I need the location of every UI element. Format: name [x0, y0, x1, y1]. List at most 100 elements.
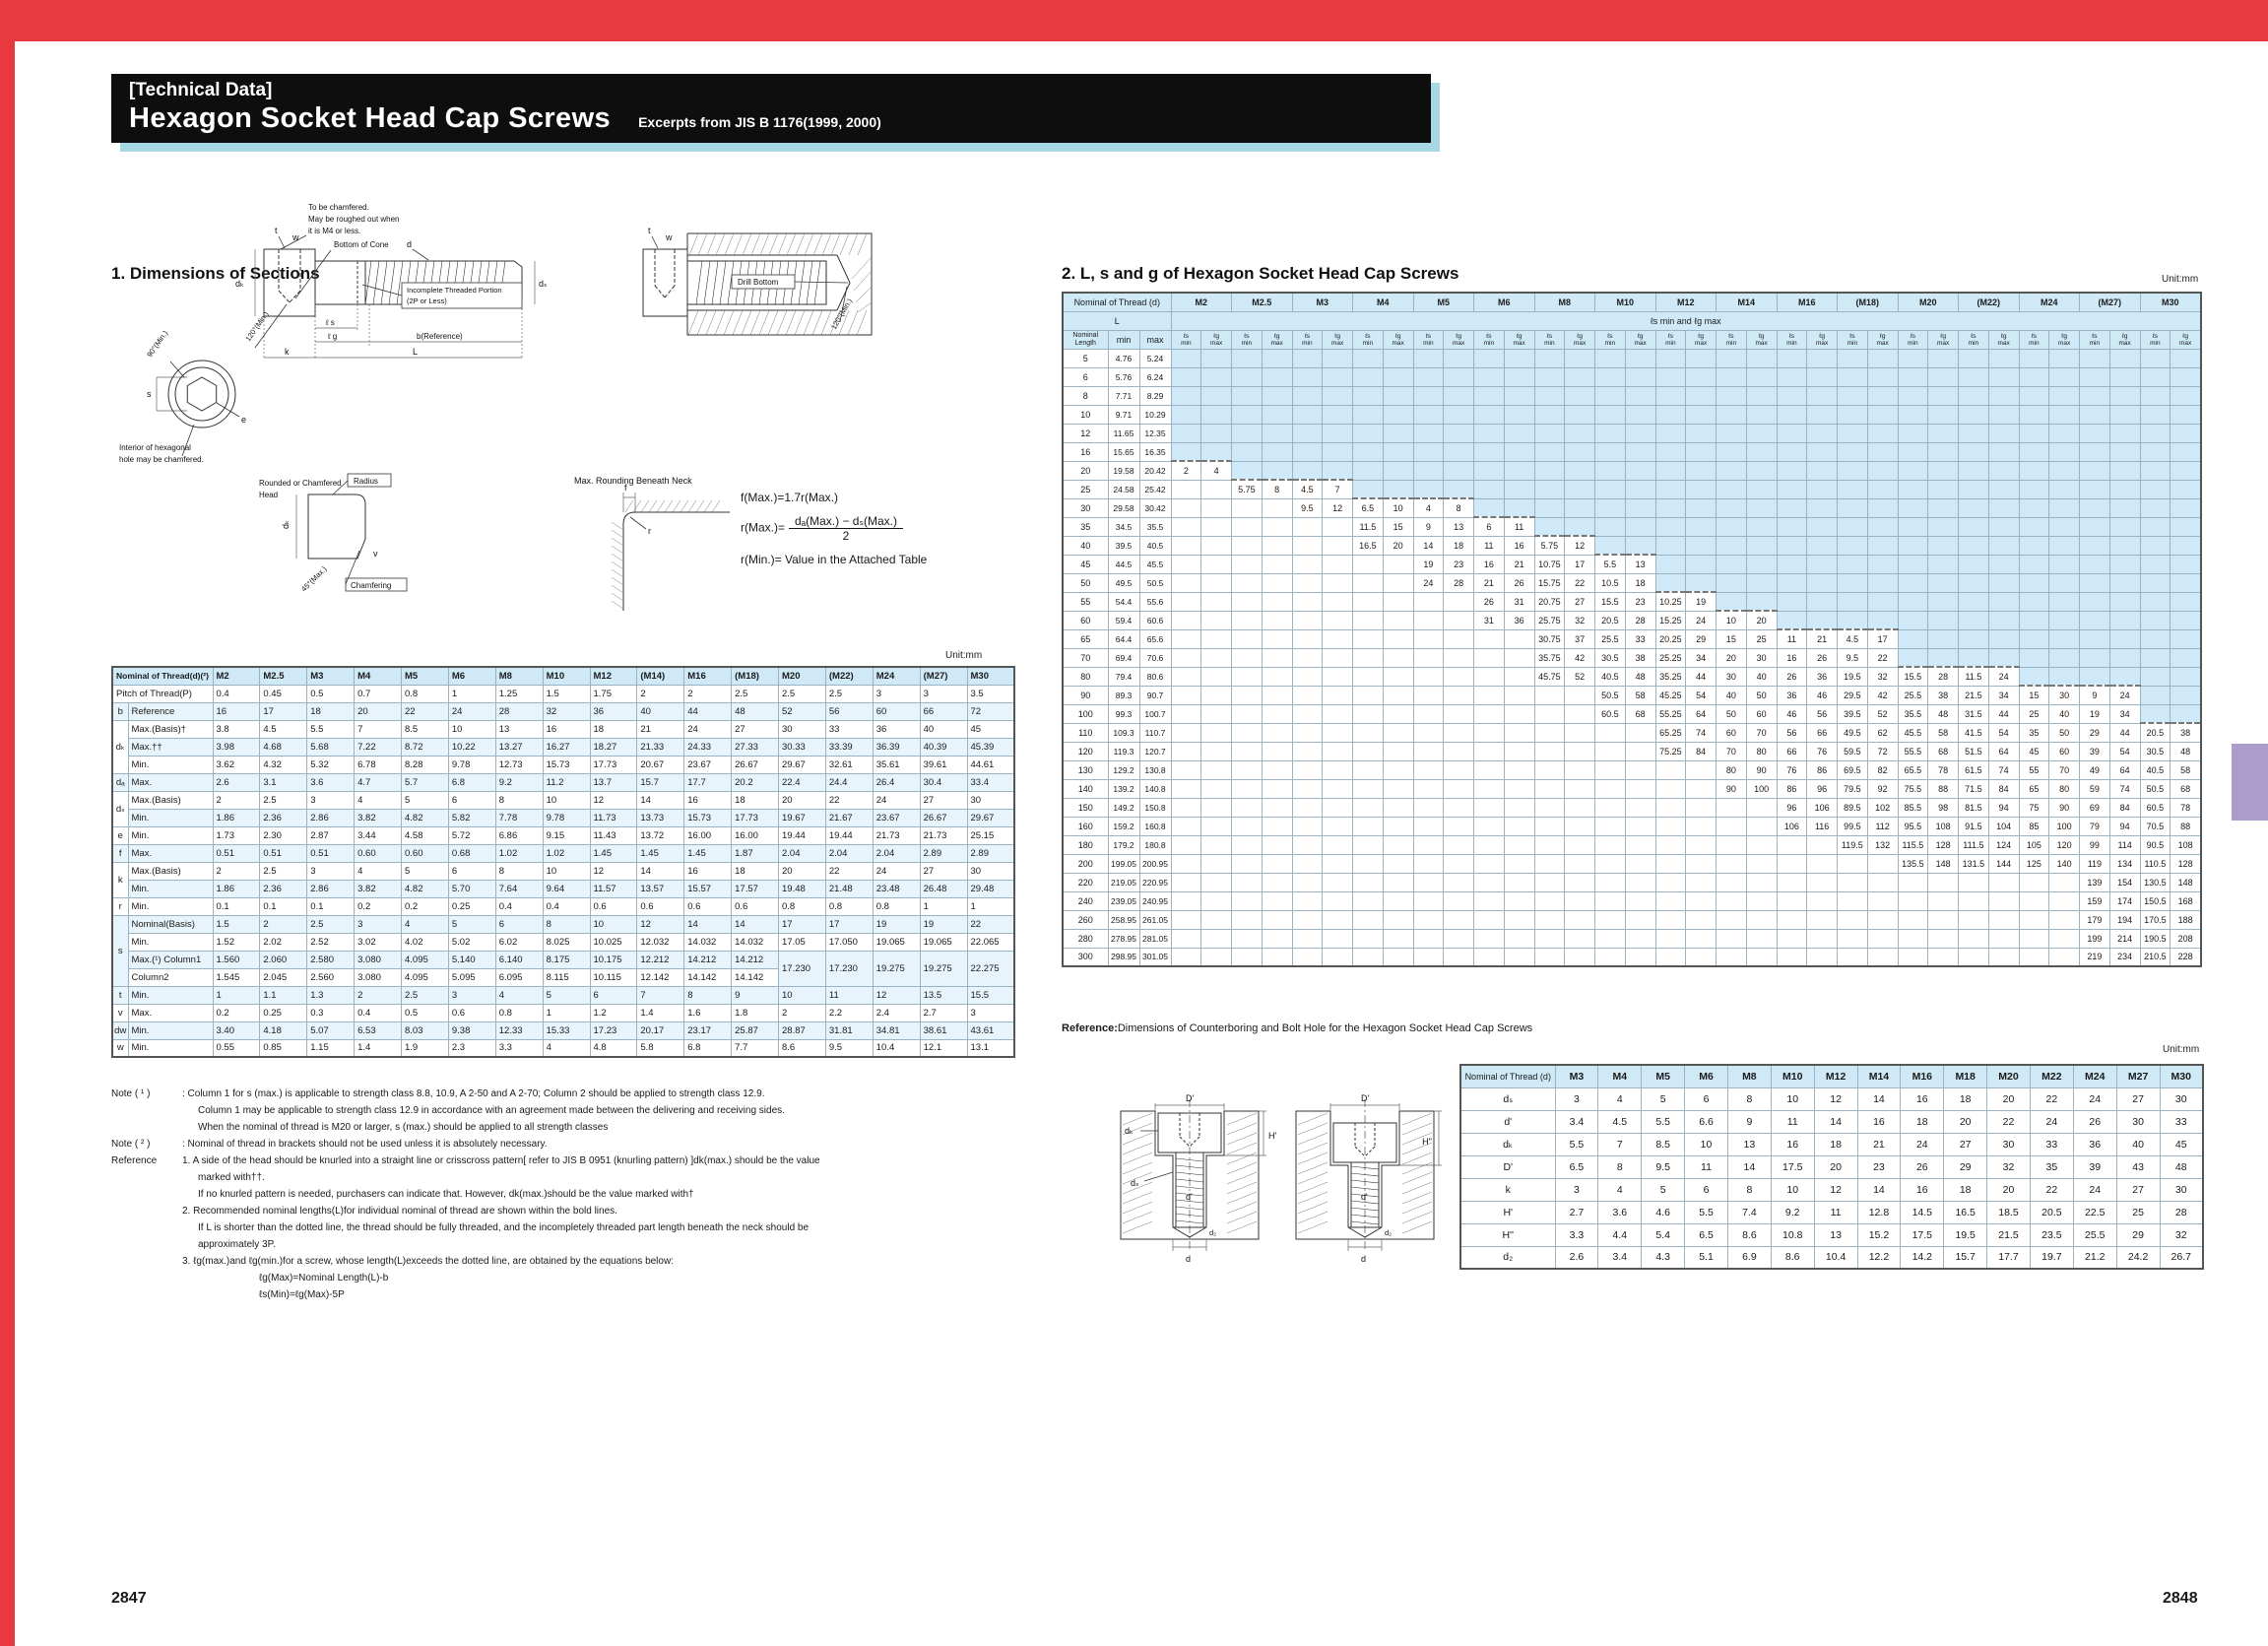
fully-threaded-cell [1806, 385, 1838, 406]
dprime-dim-right: D' [1361, 1093, 1369, 1103]
fully-threaded-cell [1837, 554, 1868, 574]
empty-cell [1231, 628, 1263, 649]
cell: 27 [919, 790, 968, 810]
table-row: f Max. 0.51 0.51 0.51 0.60 0.60 0.68 1.02 1.02 1.4… [111, 843, 1015, 863]
fully-threaded-cell [2139, 591, 2171, 612]
fully-threaded-cell [2048, 666, 2080, 687]
cell: 0.2 [212, 1003, 261, 1022]
empty-cell [1352, 872, 1384, 892]
fully-threaded-cell [1716, 460, 1747, 481]
fully-threaded-cell [1473, 497, 1505, 518]
fully-threaded-cell [1382, 479, 1414, 499]
cell: 28.87 [778, 1021, 826, 1040]
fully-threaded-cell [1624, 366, 1656, 387]
ls-min-header: ℓs min [2079, 329, 2110, 350]
fully-threaded-cell [1866, 366, 1899, 387]
empty-cell [1200, 909, 1232, 930]
lg-max-cell: 22 [1564, 572, 1595, 593]
cell: 48 [2159, 1154, 2204, 1179]
cell: 4 [542, 1038, 591, 1058]
cell: 22 [2029, 1177, 2074, 1202]
ls-min-header: ℓs min [1654, 329, 1687, 350]
max-cell: 60.6 [1138, 610, 1172, 630]
cell: 7.78 [494, 808, 544, 827]
fully-threaded-cell [2079, 666, 2110, 687]
lg-max-cell: 25 [1745, 628, 1778, 649]
empty-cell [1776, 872, 1808, 892]
lg-max-cell: 48 [1624, 666, 1656, 687]
fully-threaded-cell [2170, 591, 2202, 612]
lg-max-cell: 42 [1866, 685, 1899, 705]
lg-max-cell: 124 [1987, 834, 2020, 855]
cell: 17 [259, 701, 308, 721]
ls-min-cell: 36 [1776, 685, 1808, 705]
ls-min-header: ℓs min [1897, 329, 1929, 350]
min-cell: 199.05 [1107, 853, 1140, 874]
cell: 32.61 [824, 755, 874, 774]
fully-threaded-cell [1866, 385, 1899, 406]
empty-cell [1473, 703, 1505, 724]
fully-threaded-cell [2170, 628, 2202, 649]
fully-threaded-cell [1776, 591, 1808, 612]
lg-max-cell: 52 [1564, 666, 1595, 687]
nominal-length-cell: 160 [1062, 816, 1109, 836]
cell: 1.545 [212, 967, 261, 987]
empty-cell [1261, 554, 1293, 574]
cell: 25.15 [966, 825, 1015, 845]
fully-threaded-cell [1654, 516, 1687, 537]
empty-cell [1352, 816, 1384, 836]
svg-text:Radius: Radius [354, 477, 378, 486]
empty-cell [1594, 947, 1626, 967]
max-cell: 55.6 [1138, 591, 1172, 612]
lg-max-cell: 72 [1866, 741, 1899, 761]
fully-threaded-cell [1927, 572, 1959, 593]
ls-min-cell: 210.5 [2139, 947, 2171, 967]
cell: 19.48 [778, 879, 826, 898]
empty-cell [1594, 928, 1626, 949]
ls-min-cell: 14 [1412, 535, 1445, 556]
ls-min-cell: 11.5 [1958, 666, 1989, 687]
empty-cell [1231, 516, 1263, 537]
ls-lg-header: ℓs min and ℓg max [1170, 310, 2202, 331]
table-row: v Max. 0.2 0.25 0.3 0.4 0.5 0.6 0.8 1 1.2 1.4 1.6 1.8… [111, 1003, 1015, 1022]
fully-threaded-cell [2018, 479, 2050, 499]
fully-threaded-cell [1958, 535, 1989, 556]
nominal-length-cell: 120 [1062, 741, 1109, 761]
fully-threaded-cell [2048, 479, 2080, 499]
cell: 14.5 [1900, 1200, 1945, 1224]
lg-max-header: ℓg max [1806, 329, 1838, 350]
section-index-tab[interactable] [2232, 744, 2268, 821]
cell: 8.6 [1770, 1245, 1815, 1270]
cell: 8 [494, 790, 544, 810]
lg-max-cell: 148 [2170, 872, 2202, 892]
length-row: 20 19.58 20.42 2 4 [1062, 460, 2202, 481]
cell: 29 [1943, 1154, 1988, 1179]
fully-threaded-cell [1352, 479, 1384, 499]
cell: 21.5 [1986, 1222, 2031, 1247]
ls-min-cell: 85 [2018, 816, 2050, 836]
fully-threaded-cell [1261, 441, 1293, 462]
cell: 5.5 [1554, 1132, 1599, 1156]
row-label: dₛ [1459, 1086, 1556, 1111]
cell: 24 [2072, 1177, 2117, 1202]
cell: 1 [966, 896, 1015, 916]
empty-cell [1382, 778, 1414, 799]
group-label: w [111, 1038, 129, 1058]
cell: 22.065 [966, 932, 1015, 952]
cell: 21 [1856, 1132, 1902, 1156]
ls-min-cell: 4.5 [1837, 628, 1868, 649]
cell: 0.4 [212, 684, 261, 703]
empty-cell [1170, 722, 1202, 743]
empty-cell [1564, 890, 1595, 911]
empty-cell [1322, 890, 1353, 911]
fully-threaded-cell [1624, 441, 1656, 462]
r-min-formula: r(Min.)= Value in the Attached Table [741, 553, 928, 566]
empty-cell [1503, 647, 1535, 668]
empty-cell [1866, 872, 1899, 892]
ls-min-cell: 9 [1412, 516, 1445, 537]
fully-threaded-cell [1231, 423, 1263, 443]
fully-threaded-cell [1958, 479, 1989, 499]
max-cell: 50.5 [1138, 572, 1172, 593]
empty-cell [1291, 572, 1324, 593]
lg-max-cell: 28 [1927, 666, 1959, 687]
